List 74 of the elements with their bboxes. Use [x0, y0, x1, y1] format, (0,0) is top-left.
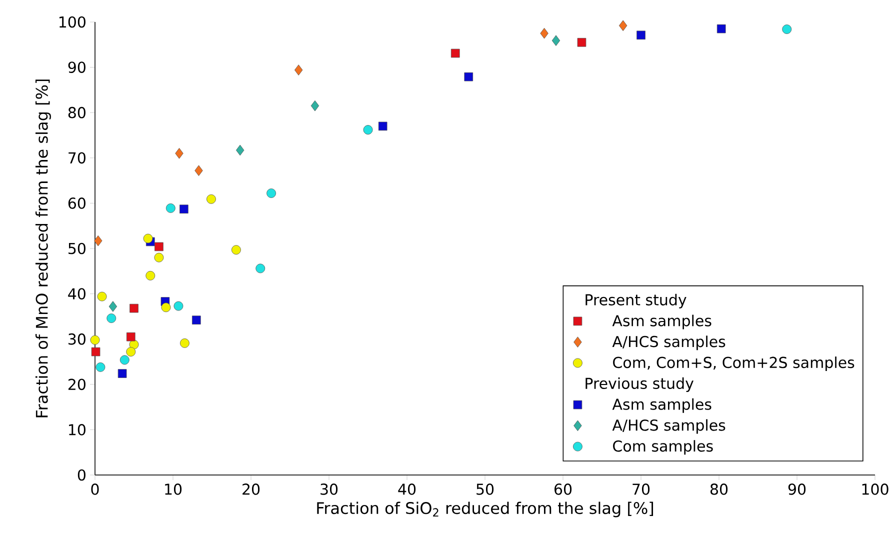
point	[97, 292, 107, 302]
legend-label: A/HCS samples	[612, 336, 726, 350]
point	[231, 245, 241, 255]
y-tick-label: 10	[69, 424, 86, 436]
x-tick-label: 20	[242, 484, 260, 495]
point	[378, 122, 388, 131]
point	[363, 125, 373, 135]
point	[120, 355, 130, 365]
y-tick-label: 90	[68, 62, 86, 73]
x-tick-label: 10	[165, 484, 182, 495]
x-tick-label: 30	[320, 484, 338, 495]
legend-label: Com samples	[613, 440, 713, 455]
y-tick-label: 80	[68, 106, 86, 118]
point	[577, 38, 586, 47]
point	[464, 72, 474, 82]
y-tick-label: 50	[68, 242, 86, 254]
legend-label: A/HCS samples	[612, 419, 726, 434]
y-tick-label: 0	[78, 469, 86, 481]
point	[180, 338, 190, 348]
point	[552, 35, 560, 46]
x-tick-label: 50	[476, 484, 494, 495]
point	[90, 335, 100, 345]
y-tick-label: 20	[68, 378, 86, 390]
point	[782, 24, 792, 34]
legend-label: Com, Com+S, Com+2S samples	[613, 356, 854, 372]
point	[146, 270, 156, 280]
y-tick-label: 100	[59, 16, 86, 28]
point	[143, 234, 153, 244]
point	[96, 362, 106, 372]
point	[91, 347, 100, 356]
y-axis-title: Fraction of MnO reduced from the slag [%]	[35, 80, 51, 418]
point	[236, 144, 244, 156]
point	[108, 301, 118, 312]
legend-label: Asm samples	[612, 398, 712, 413]
point	[180, 204, 188, 214]
point	[94, 235, 102, 246]
x-tick-label: 60	[554, 484, 572, 495]
point	[154, 252, 164, 262]
point	[118, 369, 127, 378]
x-tick-label: 100	[862, 484, 888, 495]
point	[192, 316, 201, 324]
point	[636, 30, 646, 40]
x-tick-label: 0	[91, 484, 99, 495]
point	[310, 100, 320, 112]
y-tick-label: 30	[68, 333, 86, 345]
point	[126, 332, 136, 342]
point	[175, 148, 184, 159]
point	[130, 304, 138, 313]
point	[106, 314, 116, 323]
point	[166, 203, 176, 213]
point	[294, 64, 303, 76]
legend-label: Asm samples	[612, 314, 712, 330]
x-tick-label: 90	[788, 484, 806, 495]
point	[266, 188, 276, 198]
annotation: Previous study	[586, 377, 694, 392]
y-tick-label: 70	[68, 152, 86, 164]
x-axis-title: Fraction of SiO$_{2}$ reduced from the slag [%]	[317, 502, 654, 518]
point	[256, 264, 266, 274]
y-tick-label: 40	[68, 288, 86, 300]
x-tick-label: 70	[632, 484, 650, 495]
point	[716, 24, 726, 34]
y-tick-label: 60	[68, 198, 86, 209]
point	[206, 194, 216, 204]
point	[618, 20, 628, 32]
point	[126, 347, 136, 356]
point	[194, 165, 203, 176]
point	[540, 28, 548, 39]
point	[154, 242, 164, 252]
point	[174, 301, 184, 311]
point	[161, 302, 171, 312]
annotation: Present study	[586, 294, 686, 308]
x-tick-label: 40	[398, 484, 416, 495]
x-tick-label: 80	[710, 484, 728, 495]
point	[450, 48, 460, 58]
